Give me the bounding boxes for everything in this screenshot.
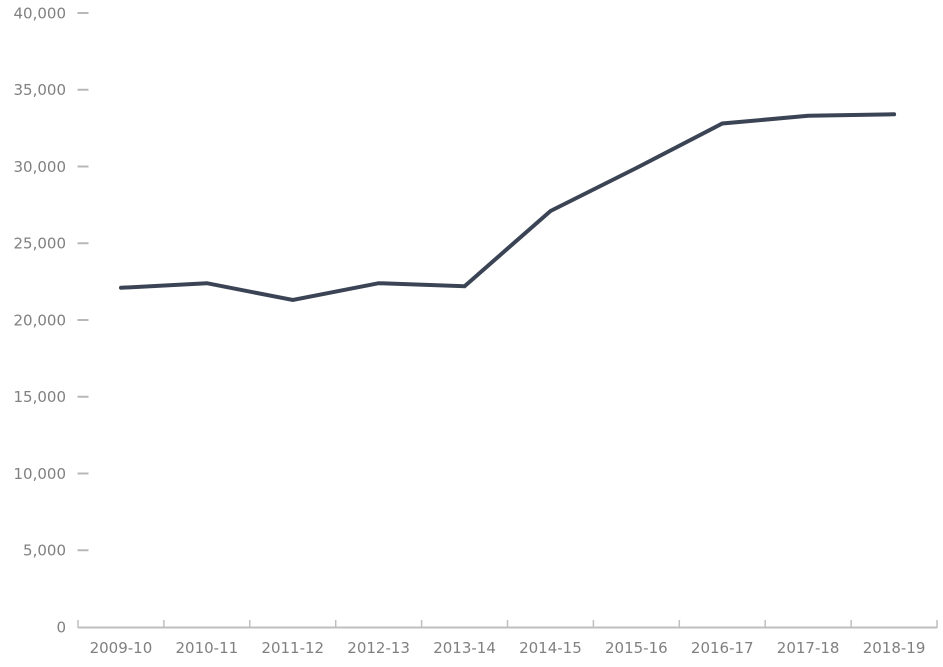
data-series xyxy=(119,112,897,303)
x-axis-tick-mark xyxy=(334,620,337,628)
x-axis-category-label: 2012-13 xyxy=(347,639,410,657)
x-axis-category-label: 2011-12 xyxy=(261,639,324,657)
y-axis-tick-mark xyxy=(77,12,89,14)
data-line xyxy=(119,112,897,303)
x-axis-tick-mark xyxy=(420,620,423,628)
x-axis-tick-mark xyxy=(163,620,165,628)
x-axis-category-label: 2010-11 xyxy=(176,639,239,657)
y-axis-tick-label: 5,000 xyxy=(23,542,66,560)
x-axis-category-label: 2013-14 xyxy=(433,639,496,657)
x-axis-category-label: 2014-15 xyxy=(519,639,582,657)
y-axis-tick-label: 10,000 xyxy=(14,465,67,483)
x-axis-category-label: 2009-10 xyxy=(90,639,153,657)
y-axis: 0 5,000 10,000 15,000 20,000 25,000 30,000 35,0… xyxy=(14,4,89,636)
y-axis-tick-label: 15,000 xyxy=(14,388,67,406)
y-axis-tick-mark xyxy=(77,242,89,245)
x-axis-category-label: 2018-19 xyxy=(863,639,926,657)
x-axis-category-label: 2015-16 xyxy=(605,639,668,657)
x-axis-tick-mark xyxy=(764,620,766,628)
x-axis-tick-mark xyxy=(592,620,595,628)
y-axis-tick-label: 40,000 xyxy=(14,4,67,22)
x-axis-tick-mark xyxy=(249,620,251,628)
y-axis-tick-mark xyxy=(77,165,89,168)
y-axis-tick-label: 25,000 xyxy=(14,235,67,253)
y-axis-tick-label: 0 xyxy=(56,618,66,636)
x-axis: 2009-10 2010-11 2011-12 2012-13 2013-14 2014-… xyxy=(77,620,938,657)
y-axis-tick-label: 35,000 xyxy=(14,81,67,99)
y-axis-tick-mark xyxy=(77,549,89,552)
x-axis-tick-mark xyxy=(77,620,79,628)
x-axis-category-label: 2017-18 xyxy=(777,639,840,657)
y-axis-tick-mark xyxy=(77,395,89,398)
y-axis-tick-label: 30,000 xyxy=(14,158,67,176)
y-axis-tick-mark xyxy=(77,472,89,475)
x-axis-tick-mark xyxy=(506,620,509,628)
y-axis-tick-label: 20,000 xyxy=(14,311,67,329)
x-axis-tick-mark xyxy=(850,620,852,628)
y-axis-tick-mark xyxy=(77,319,89,321)
x-axis-tick-mark xyxy=(678,620,681,628)
x-axis-category-label: 2016-17 xyxy=(691,639,754,657)
x-axis-tick-mark xyxy=(936,620,938,628)
y-axis-tick-mark xyxy=(77,88,89,91)
